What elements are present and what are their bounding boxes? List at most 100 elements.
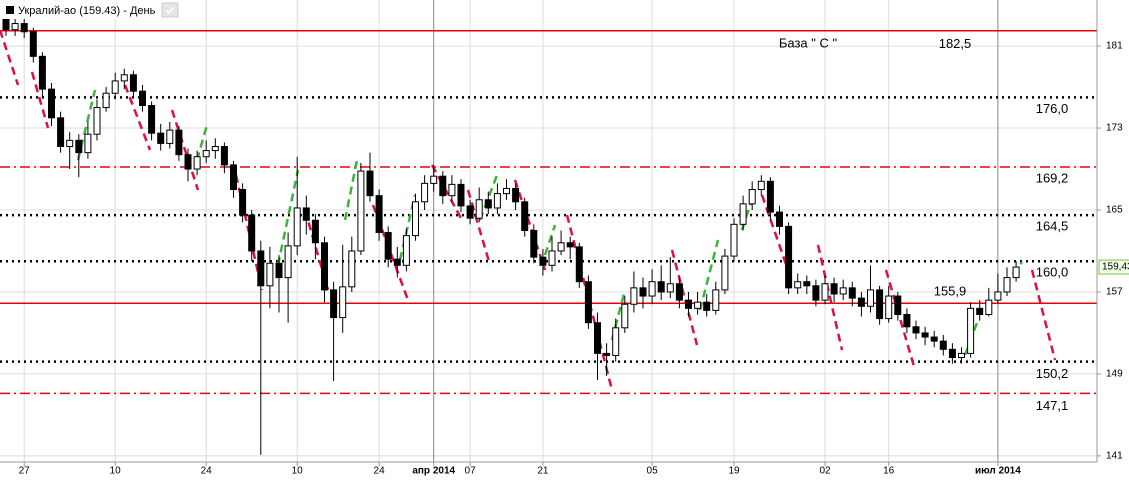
x-tick-label: июл 2014	[975, 466, 1021, 477]
grid	[0, 0, 1097, 462]
candle-body	[648, 281, 656, 297]
candle-body	[120, 74, 128, 82]
candle-body	[430, 175, 438, 184]
candle-body	[275, 262, 283, 279]
trend-line	[884, 269, 917, 371]
last-price-label: 159,43	[1102, 262, 1129, 273]
candle-body	[821, 283, 829, 301]
candle-body	[776, 211, 783, 227]
level-label: 155,9	[934, 284, 967, 299]
x-tick-label: 21	[537, 466, 549, 477]
candle-body	[421, 182, 429, 203]
trend-line	[466, 189, 492, 266]
candle-body	[393, 258, 401, 266]
trend-line	[610, 289, 627, 341]
x-tick-label: 19	[728, 466, 740, 477]
candle-body	[211, 145, 219, 152]
trend-line	[0, 29, 20, 86]
x-tick-label: 24	[201, 466, 213, 477]
candle-body	[703, 301, 711, 311]
candle-body	[748, 189, 756, 205]
candle-body	[584, 281, 592, 324]
candle-body	[612, 327, 620, 356]
candle-body	[539, 256, 547, 266]
candle-body	[830, 283, 838, 295]
x-tick-label: 27	[19, 466, 31, 477]
trend-line	[670, 249, 699, 346]
candle-body	[730, 223, 738, 257]
candle-body	[857, 297, 865, 307]
candle-body	[675, 283, 683, 301]
y-tick-label: 149	[1106, 369, 1123, 380]
candle-body	[575, 246, 583, 283]
x-tick-label: апр 2014	[412, 466, 455, 477]
candle-body	[903, 313, 911, 328]
candle-body	[321, 242, 328, 291]
candle-body	[457, 183, 465, 207]
candle-body	[503, 187, 510, 195]
candle-body	[157, 132, 165, 144]
candle-body	[548, 250, 556, 266]
title-bar: Укралий-ао (159.43) - День	[0, 1, 180, 19]
trend-line	[123, 84, 152, 151]
candle-body	[102, 92, 110, 109]
candle-body	[848, 287, 856, 299]
candle-body	[375, 195, 383, 234]
candle-body	[603, 352, 611, 356]
candle-body	[930, 336, 938, 342]
candle-body	[812, 285, 820, 301]
trend-line	[343, 159, 359, 221]
y-tick-label: 165	[1106, 205, 1123, 216]
title-button[interactable]	[161, 2, 179, 18]
candle-body	[129, 74, 137, 92]
candle-body	[739, 203, 747, 225]
candle-body	[630, 287, 638, 305]
candle-body	[11, 23, 19, 31]
level-label: 147,1	[1036, 398, 1069, 413]
candle-body	[330, 289, 338, 319]
candle-body	[530, 229, 538, 258]
candle-body	[958, 352, 965, 359]
candle-body	[293, 207, 301, 247]
candle-body	[685, 299, 692, 309]
candle-body	[493, 193, 501, 209]
candle-body	[876, 289, 884, 320]
candle-body	[302, 207, 310, 221]
candle-body	[339, 286, 347, 319]
candle-body	[475, 199, 483, 219]
chart-title: Укралий-ао (159.43) - День	[18, 5, 156, 17]
y-tick-label: 157	[1106, 287, 1123, 298]
candle-body	[994, 291, 1002, 301]
trend-line	[430, 164, 464, 221]
candle-body	[193, 156, 201, 170]
candle-body	[148, 105, 156, 134]
trend-line	[276, 169, 300, 266]
x-tick-label: 05	[647, 466, 659, 477]
candle-body	[466, 205, 474, 219]
check-icon	[165, 6, 175, 15]
candle-body	[948, 348, 956, 359]
trend-line	[543, 224, 557, 256]
candle-body	[366, 170, 374, 197]
candle-body	[621, 303, 629, 329]
candle-body	[166, 129, 174, 144]
last-price-tag	[1098, 259, 1129, 275]
candle-body	[448, 183, 456, 197]
level-label: 176,0	[1036, 101, 1069, 116]
candle-body	[357, 170, 365, 252]
trend-line	[1030, 269, 1057, 361]
candle-body	[412, 201, 419, 237]
candle-body	[48, 88, 55, 119]
x-tick-label: 02	[819, 466, 831, 477]
candle-body	[20, 23, 28, 33]
candle-body	[93, 107, 101, 135]
candle-body	[384, 232, 392, 260]
x-tick-label: 10	[110, 466, 122, 477]
candle-body	[57, 117, 65, 147]
candles	[2, 5, 1020, 455]
x-tick-label: 24	[374, 466, 386, 477]
candle-body	[284, 245, 292, 279]
x-tick-label: 07	[465, 466, 477, 477]
